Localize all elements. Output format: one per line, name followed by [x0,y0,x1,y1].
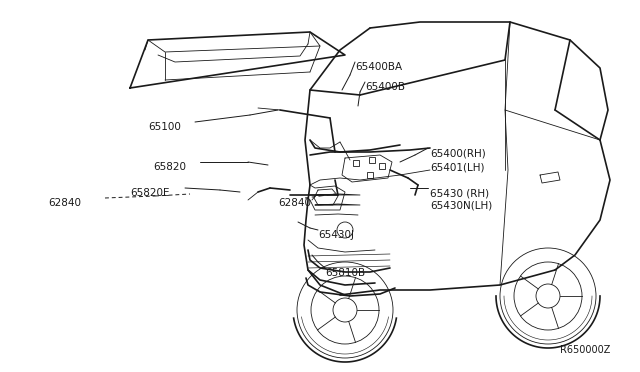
Text: 62840: 62840 [48,198,81,208]
Text: R650000Z: R650000Z [559,345,610,355]
Text: 65430N(LH): 65430N(LH) [430,200,492,210]
Text: 65100: 65100 [148,122,181,132]
Text: 65400(RH): 65400(RH) [430,148,486,158]
Text: 65400BA: 65400BA [355,62,402,72]
Text: 65820E: 65820E [130,188,170,198]
Text: 65820: 65820 [153,162,186,172]
Bar [353,160,359,166]
Bar [379,163,385,169]
Text: 65400B: 65400B [365,82,405,92]
Text: 65430 (RH): 65430 (RH) [430,188,489,198]
Text: 65810B: 65810B [325,268,365,278]
Text: 65401(LH): 65401(LH) [430,162,484,172]
Text: 62840: 62840 [278,198,311,208]
Bar [367,172,373,178]
Bar [369,157,375,163]
Text: 65430J: 65430J [318,230,354,240]
